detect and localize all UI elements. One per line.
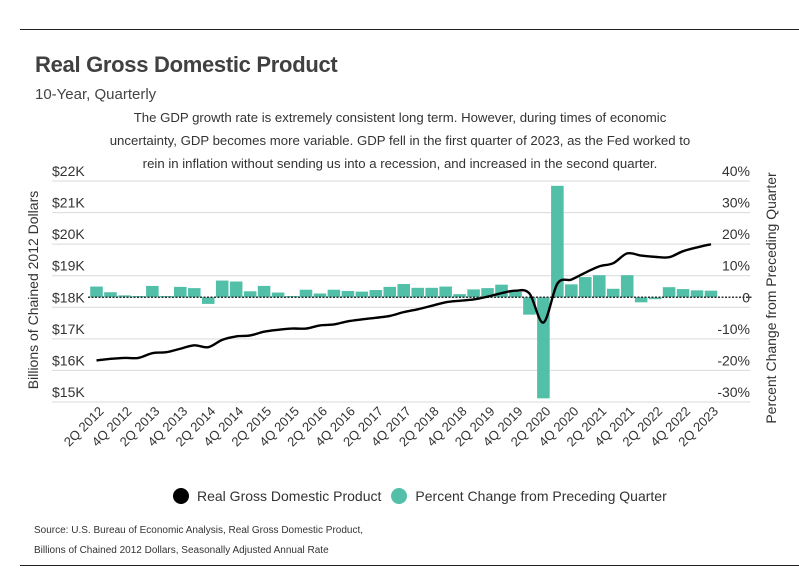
bar	[146, 285, 159, 298]
bar	[606, 288, 620, 298]
bar	[425, 287, 438, 298]
gridlines	[52, 180, 750, 403]
bar	[327, 289, 341, 298]
right-tick-label: 10%	[722, 258, 750, 274]
bar	[215, 280, 229, 298]
bar	[341, 290, 355, 298]
left-tick-label: $16K	[52, 352, 85, 368]
source-line-1: Source: U.S. Bureau of Economic Analysis…	[34, 525, 364, 536]
bar	[565, 284, 578, 298]
bar	[243, 291, 257, 298]
bar	[481, 288, 494, 298]
left-tick-label: $17K	[52, 321, 85, 337]
left-axis-label: Billions of Chained 2012 Dollars	[25, 191, 41, 389]
source-line-2: Billions of Chained 2012 Dollars, Season…	[34, 545, 329, 556]
bar	[439, 286, 452, 298]
bar	[201, 297, 215, 304]
source-note: Source: U.S. Bureau of Economic Analysis…	[34, 521, 363, 561]
bar	[229, 281, 243, 298]
left-tick-label: $20K	[52, 226, 85, 242]
legend-label-gdp: Real Gross Domestic Product	[197, 488, 382, 504]
right-tick-label: 40%	[722, 163, 750, 179]
bar	[174, 286, 187, 298]
bar-series	[90, 185, 718, 399]
bar	[104, 292, 117, 298]
right-tick-label: -30%	[717, 384, 750, 400]
right-tick-label: -20%	[717, 352, 750, 368]
right-axis-ticks: 40% 30% 20% 10% 0 -10% -20% -30%	[717, 163, 750, 400]
bar	[579, 277, 592, 298]
right-tick-label: 30%	[722, 195, 750, 211]
bar	[411, 287, 424, 298]
bar	[369, 290, 383, 298]
chart-subtitle: 10-Year, Quarterly	[35, 86, 157, 103]
bar	[592, 275, 606, 298]
left-tick-label: $19K	[52, 258, 85, 274]
bar	[648, 297, 662, 300]
bar	[690, 290, 704, 298]
top-rule	[20, 29, 799, 30]
chart-title: Real Gross Domestic Product	[35, 52, 338, 77]
left-tick-label: $22K	[52, 163, 85, 179]
bar	[397, 284, 411, 298]
bar	[537, 297, 550, 399]
bar	[453, 294, 466, 298]
gdp-line	[96, 243, 712, 362]
bar	[467, 289, 480, 298]
bar	[118, 295, 131, 298]
legend-swatch-gdp	[173, 488, 189, 504]
bar	[704, 290, 718, 298]
right-tick-label: 20%	[722, 226, 750, 242]
right-tick-label: -10%	[717, 321, 750, 337]
left-tick-label: $15K	[52, 384, 85, 400]
bar	[313, 293, 327, 298]
bar	[551, 185, 564, 298]
bar	[620, 275, 634, 298]
bar	[676, 289, 690, 298]
bar	[299, 289, 313, 298]
bar	[187, 288, 201, 298]
legend-swatch-pct	[391, 488, 408, 504]
chart-description: The GDP growth rate is extremely consist…	[109, 110, 691, 171]
right-axis-label: Percent Change from Preceding Quarter	[763, 172, 779, 424]
bar	[662, 287, 676, 298]
bar	[271, 292, 285, 298]
legend-item-gdp: Real Gross Domestic Product	[173, 488, 381, 504]
legend: Real Gross Domestic Product Percent Chan…	[173, 488, 677, 504]
left-axis-ticks: $22K $21K $20K $19K $18K $17K $16K $15K	[52, 163, 85, 400]
bar	[90, 286, 103, 298]
bar	[509, 291, 522, 298]
left-tick-label: $18K	[52, 289, 85, 305]
bottom-rule	[20, 565, 799, 566]
right-tick-label: 0	[742, 289, 750, 305]
bar	[257, 285, 271, 298]
bar	[355, 291, 369, 298]
bar	[383, 286, 397, 298]
legend-label-pct: Percent Change from Preceding Quarter	[415, 488, 667, 504]
legend-item-pct: Percent Change from Preceding Quarter	[391, 488, 667, 504]
bar	[634, 297, 648, 303]
left-tick-label: $21K	[52, 195, 85, 211]
